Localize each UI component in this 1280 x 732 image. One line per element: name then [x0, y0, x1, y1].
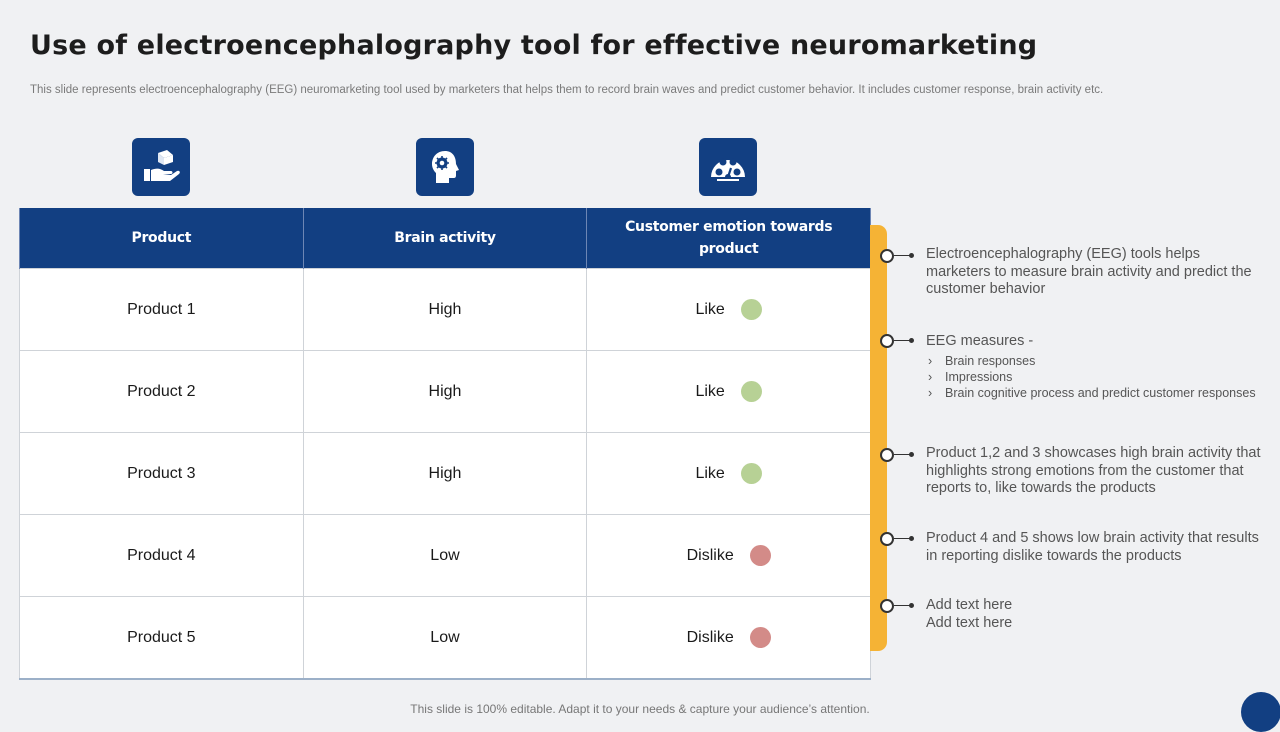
note-connector [880, 448, 916, 462]
footer-note: This slide is 100% editable. Adapt it to… [410, 702, 870, 716]
product-icon-box [132, 138, 190, 196]
chevron-right-icon: › [928, 369, 933, 384]
like-indicator-dot [740, 299, 762, 320]
table-row: Product 1 High Like [19, 268, 871, 351]
eeg-results-table: Product Brain activity Customer emotion … [19, 208, 871, 680]
eeg-measures-list: › Brain responses › Impressions › Brain cog… [926, 353, 1261, 401]
product-name: Product 1 [19, 268, 304, 351]
emotion-label: Dislike [686, 628, 734, 646]
brain-activity-value: High [302, 432, 588, 515]
list-item: › Brain cognitive process and predict cus… [928, 385, 1256, 400]
product-hand-icon [144, 150, 180, 181]
brain-activity-icon-box [416, 138, 474, 196]
chevron-right-icon: › [928, 385, 933, 400]
accent-bar [870, 225, 887, 651]
dislike-indicator-dot [749, 627, 771, 648]
emotion-cell: Like [586, 268, 871, 351]
table-row: Product 2 High Like [19, 350, 871, 433]
like-indicator-dot [740, 463, 762, 484]
list-item: › Impressions [928, 369, 1013, 384]
list-item: › Brain responses [928, 353, 1036, 368]
chevron-right-icon: › [928, 353, 933, 368]
brain-activity-value: Low [302, 596, 588, 680]
note-placeholder: Add text here Add text here [926, 597, 1261, 632]
emotion-label: Like [695, 300, 725, 318]
brain-activity-value: Low [302, 514, 588, 597]
emotion-cell: Dislike [586, 514, 871, 597]
product-name: Product 2 [19, 350, 304, 433]
corner-decoration [1241, 692, 1280, 732]
emotion-label: Dislike [686, 546, 734, 564]
note-eeg-measures: EEG measures - › Brain responses › Impress… [926, 333, 1261, 401]
brain-head-icon [432, 151, 459, 183]
note-connector [880, 334, 916, 348]
placeholder-text-1: Add text here [926, 597, 1013, 613]
emotion-cell: Like [586, 350, 871, 433]
note-eeg-measures-heading: EEG measures - [926, 333, 1034, 349]
table-row: Product 4 Low Dislike [19, 514, 871, 597]
header-brain-activity: Brain activity [302, 208, 588, 269]
like-indicator-dot [740, 381, 762, 402]
emotion-cell: Dislike [586, 596, 871, 680]
product-name: Product 5 [19, 596, 304, 680]
note-low-activity: Product 4 and 5 shows low brain activity… [926, 530, 1259, 564]
page-subtitle: This slide represents electroencephalogr… [30, 84, 1104, 96]
emotion-gauge-icon [711, 158, 745, 181]
table-row: Product 5 Low Dislike [19, 596, 871, 680]
table-header-row: Product Brain activity Customer emotion … [19, 208, 871, 269]
product-name: Product 4 [19, 514, 304, 597]
note-eeg-tools: Electroencephalography (EEG) tools helps… [926, 246, 1252, 297]
note-connector [880, 599, 916, 613]
table-row: Product 3 High Like [19, 432, 871, 515]
brain-activity-value: High [302, 268, 588, 351]
page-title: Use of electroencephalography tool for e… [30, 30, 1038, 61]
placeholder-text-2: Add text here [926, 614, 1013, 631]
customer-emotion-icon-box [699, 138, 757, 196]
header-customer-emotion: Customer emotion towards product [586, 208, 871, 269]
dislike-indicator-dot [749, 545, 771, 566]
emotion-cell: Like [586, 432, 871, 515]
note-connector [880, 532, 916, 546]
header-product: Product [19, 208, 304, 269]
product-name: Product 3 [19, 432, 304, 515]
emotion-label: Like [695, 382, 725, 400]
note-connector [880, 249, 916, 263]
brain-activity-value: High [302, 350, 588, 433]
emotion-label: Like [695, 464, 725, 482]
note-high-activity: Product 1,2 and 3 showcases high brain a… [926, 445, 1261, 496]
